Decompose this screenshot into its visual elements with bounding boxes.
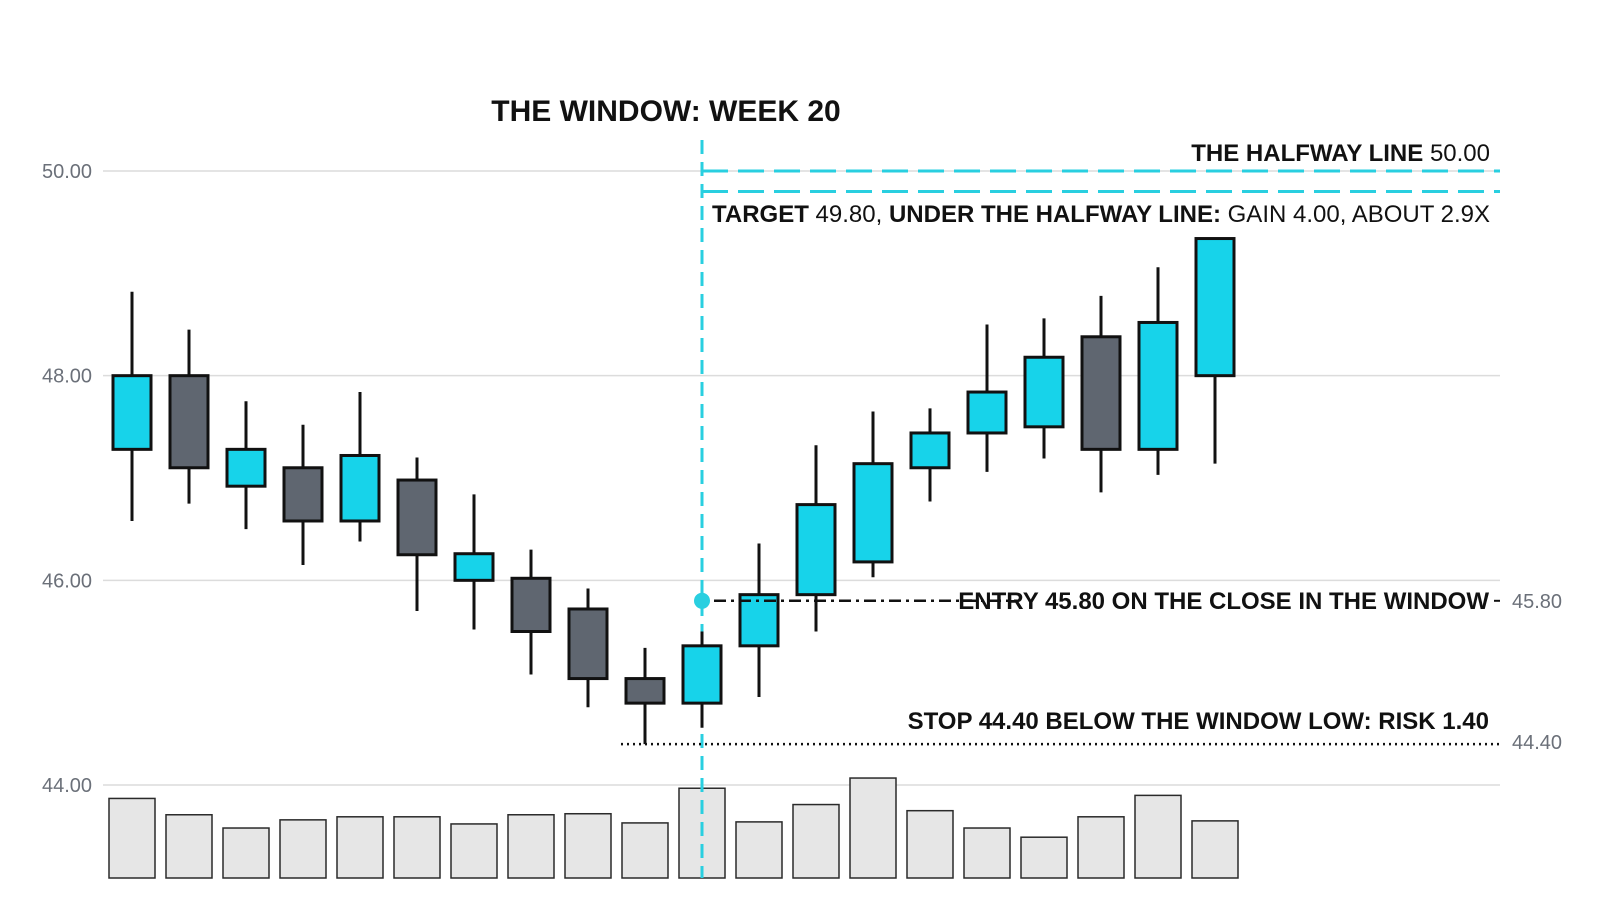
entry-side-value: 45.80 <box>1512 591 1562 613</box>
candle <box>453 494 495 630</box>
candle <box>966 324 1008 472</box>
volume-bar <box>1077 816 1125 879</box>
candle <box>225 401 267 530</box>
candle-body <box>510 576 552 634</box>
y-tick-label: 44.00 <box>42 775 92 797</box>
y-tick-label: 50.00 <box>42 161 92 183</box>
volume-bar <box>792 803 840 879</box>
candle-body <box>453 552 495 582</box>
volume-bar <box>906 809 954 879</box>
candle-body <box>1080 335 1122 451</box>
candle <box>852 411 894 578</box>
y-tick-label: 48.00 <box>42 366 92 388</box>
volume-bar <box>222 827 270 879</box>
candle-body <box>681 644 723 705</box>
levels <box>621 169 1500 746</box>
target-label-bold-1: TARGET <box>712 201 809 228</box>
candle-body <box>111 374 153 451</box>
candle-body <box>1137 320 1179 451</box>
candle <box>1137 267 1179 475</box>
candle-body <box>225 447 267 488</box>
candle-body <box>966 390 1008 435</box>
candle-body <box>1194 237 1236 378</box>
y-axis: 50.00 48.00 46.00 44.00 <box>42 161 92 797</box>
volume-bar <box>621 822 669 879</box>
volume-bar <box>849 777 897 879</box>
stop-side-value: 44.40 <box>1512 732 1562 754</box>
candle-body <box>339 453 381 523</box>
volume-bar <box>1191 820 1239 879</box>
candle-body <box>396 478 438 557</box>
candle <box>282 424 324 565</box>
volume-bar <box>963 827 1011 879</box>
candle <box>111 291 153 521</box>
entry-label-text: ENTRY 45.80 ON THE CLOSE IN THE WINDOW <box>958 588 1489 615</box>
volume-bar <box>108 797 156 879</box>
candle-body <box>624 677 666 705</box>
candle-body <box>567 607 609 681</box>
candle <box>339 392 381 542</box>
candle-body <box>282 466 324 523</box>
candles <box>111 237 1236 745</box>
candle-body <box>1023 355 1065 429</box>
volume-bar <box>393 816 441 879</box>
target-label-rest: GAIN 4.00, ABOUT 2.9X <box>1228 201 1490 228</box>
volume-bar <box>336 816 384 879</box>
halfway-label-bold: THE HALFWAY LINE <box>1191 140 1423 167</box>
volume-bar <box>279 819 327 879</box>
candle <box>1194 237 1236 464</box>
candle <box>396 457 438 612</box>
candle <box>510 549 552 675</box>
chart-title: THE WINDOW: WEEK 20 <box>491 95 840 128</box>
entry-marker <box>694 592 710 609</box>
candle-body <box>795 503 837 597</box>
volume-bars <box>108 777 1239 879</box>
entry-label: ENTRY 45.80 ON THE CLOSE IN THE WINDOW <box>958 588 1489 615</box>
volume-bar <box>1020 836 1068 879</box>
halfway-label-value: 50.00 <box>1430 140 1490 167</box>
candle <box>1023 318 1065 459</box>
candle-body <box>168 374 210 470</box>
target-label: TARGET 49.80, UNDER THE HALFWAY LINE: GA… <box>712 201 1490 228</box>
halfway-label: THE HALFWAY LINE 50.00 <box>1191 140 1490 167</box>
target-label-bold-2: UNDER THE HALFWAY LINE: <box>889 201 1221 228</box>
candle <box>795 445 837 632</box>
target-label-value: 49.80, <box>816 201 883 228</box>
volume-bar <box>165 814 213 879</box>
volume-bar <box>735 821 783 879</box>
volume-bar <box>564 812 612 879</box>
y-tick-label: 46.00 <box>42 570 92 592</box>
candle-body <box>909 431 951 470</box>
volume-bar <box>450 823 498 879</box>
candle <box>909 408 951 502</box>
candle <box>168 329 210 504</box>
candle-body <box>852 462 894 564</box>
candle <box>738 543 780 697</box>
candle <box>624 647 666 745</box>
candle-body <box>738 593 780 648</box>
candle <box>567 588 609 708</box>
candle <box>1080 295 1122 493</box>
stop-label: STOP 44.40 BELOW THE WINDOW LOW: RISK 1.… <box>908 708 1489 735</box>
candle <box>681 631 723 728</box>
volume-bar <box>507 814 555 879</box>
stop-label-text: STOP 44.40 BELOW THE WINDOW LOW: RISK 1.… <box>908 708 1489 735</box>
volume-bar <box>1134 794 1182 879</box>
